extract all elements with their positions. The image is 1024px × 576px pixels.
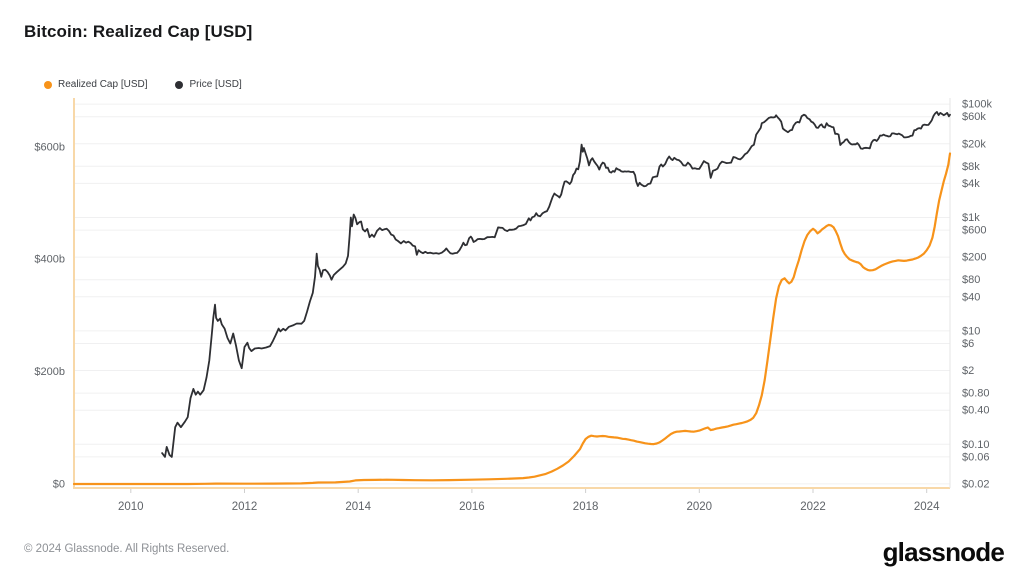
y-axis-right-tick-label: $0.10 — [962, 439, 990, 451]
y-axis-left-tick-label: $200b — [34, 366, 65, 378]
price-series-line — [161, 111, 951, 458]
page-title: Bitcoin: Realized Cap [USD] — [24, 22, 253, 41]
y-axis-right-tick-label: $6 — [962, 338, 974, 350]
legend-label-price: Price [USD] — [189, 79, 242, 90]
x-axis-tick-label: 2012 — [232, 501, 258, 513]
chart-legend: Realized Cap [USD] Price [USD] — [44, 79, 242, 90]
glassnode-logo: glassnode — [882, 537, 1005, 567]
y-axis-right-tick-label: $80 — [962, 274, 980, 286]
x-axis-tick-label: 2022 — [800, 501, 826, 513]
legend-item-realized-cap[interactable]: Realized Cap [USD] — [44, 79, 147, 90]
y-axis-right-tick-label: $8k — [962, 161, 980, 173]
realized-cap-series-line — [72, 152, 952, 486]
y-axis-right: $100k$60k$20k$8k$4k$1k$600$200$80$40$10$… — [962, 99, 992, 491]
y-axis-right-tick-label: $20k — [962, 138, 986, 150]
y-axis-left-tick-label: $600b — [34, 141, 65, 153]
legend-label-realized-cap: Realized Cap [USD] — [58, 79, 148, 90]
y-axis-right-tick-label: $1k — [962, 212, 980, 224]
y-axis-right-tick-label: $60k — [962, 111, 986, 123]
legend-item-price[interactable]: Price [USD] — [175, 79, 242, 90]
y-axis-left-tick-label: $0 — [53, 479, 65, 491]
y-axis-left-tick-label: $400b — [34, 254, 65, 266]
gridlines — [74, 103, 950, 485]
y-axis-left: $600b $400b $200b $0 — [34, 141, 65, 490]
realized-cap-legend-marker-icon — [44, 80, 52, 89]
y-axis-right-tick-label: $100k — [962, 99, 992, 111]
x-axis-tick-label: 2016 — [459, 501, 485, 513]
x-axis-tick-label: 2014 — [345, 501, 371, 513]
y-axis-right-tick-label: $0.06 — [962, 451, 990, 463]
y-axis-right-tick-label: $0.40 — [962, 405, 990, 417]
y-axis-right-tick-label: $10 — [962, 325, 980, 337]
y-axis-right-tick-label: $600 — [962, 225, 986, 237]
x-axis-tick-label: 2018 — [573, 501, 599, 513]
y-axis-right-tick-label: $4k — [962, 178, 980, 190]
x-axis: 2010 2012 2014 2016 2018 2020 2022 2024 — [118, 489, 940, 513]
y-axis-right-tick-label: $2 — [962, 365, 974, 377]
x-axis-tick-label: 2010 — [118, 501, 144, 513]
x-axis-tick-label: 2020 — [687, 501, 713, 513]
x-axis-tick-label: 2024 — [914, 501, 940, 513]
price-legend-marker-icon — [175, 80, 184, 89]
y-axis-right-tick-label: $0.02 — [962, 478, 990, 490]
footer-copyright: © 2024 Glassnode. All Rights Reserved. — [24, 543, 230, 555]
y-axis-right-tick-label: $200 — [962, 252, 986, 264]
y-axis-right-tick-label: $0.80 — [962, 388, 990, 400]
y-axis-right-tick-label: $40 — [962, 291, 980, 303]
